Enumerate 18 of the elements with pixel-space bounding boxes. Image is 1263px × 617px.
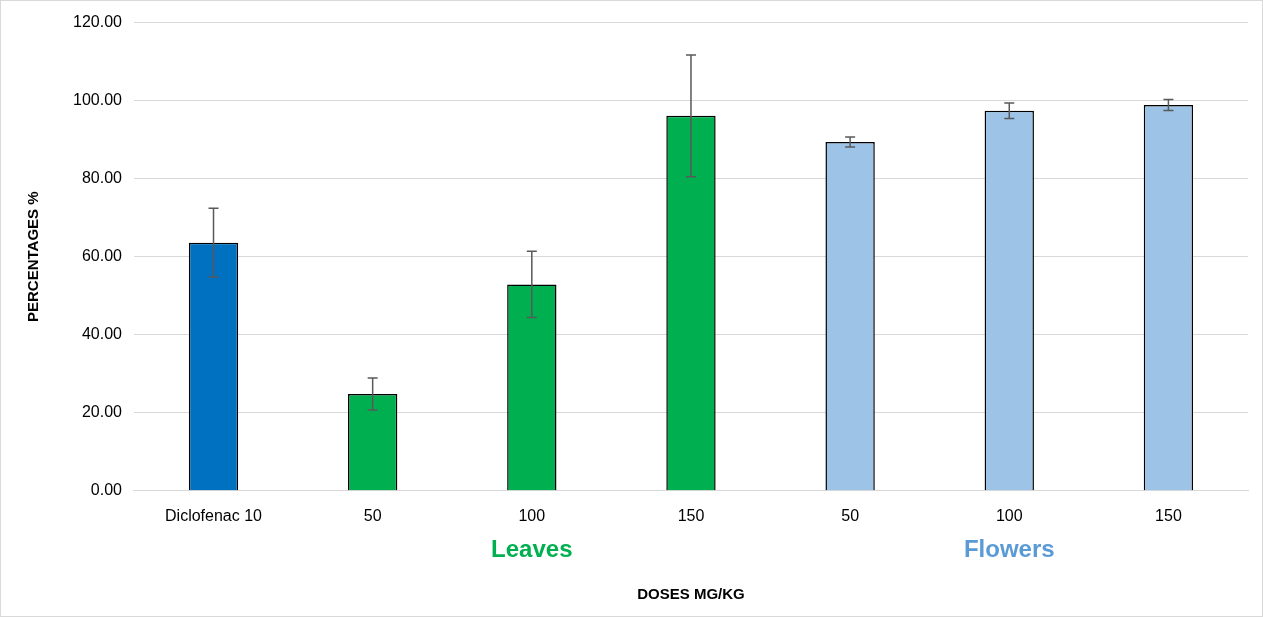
x-tick-label: 100 bbox=[518, 506, 546, 524]
x-tick-label: 50 bbox=[841, 506, 860, 524]
x-tick-label: 150 bbox=[677, 506, 705, 524]
y-tick-label: 0.00 bbox=[90, 481, 123, 499]
y-tick-label: 100.00 bbox=[73, 91, 123, 109]
x-tick-label: Diclofenac 10 bbox=[165, 506, 263, 524]
y-tick-label: 20.00 bbox=[81, 403, 123, 421]
text: Leaves bbox=[491, 534, 573, 563]
text: Flowers bbox=[963, 534, 1055, 563]
x-tick-label: 150 bbox=[1155, 506, 1182, 524]
y-axis-title: PERCENTAGES % bbox=[24, 191, 42, 322]
y-tick-label: 40.00 bbox=[81, 325, 123, 343]
y-tick-label: 80.00 bbox=[81, 169, 123, 187]
x-tick-label: 50 bbox=[363, 506, 382, 524]
x-axis-title: DOSES MG/KG bbox=[637, 585, 745, 603]
y-tick-label: 120.00 bbox=[73, 13, 123, 31]
y-tick-label: 60.00 bbox=[81, 247, 123, 265]
x-tick-label: 100 bbox=[995, 506, 1023, 524]
